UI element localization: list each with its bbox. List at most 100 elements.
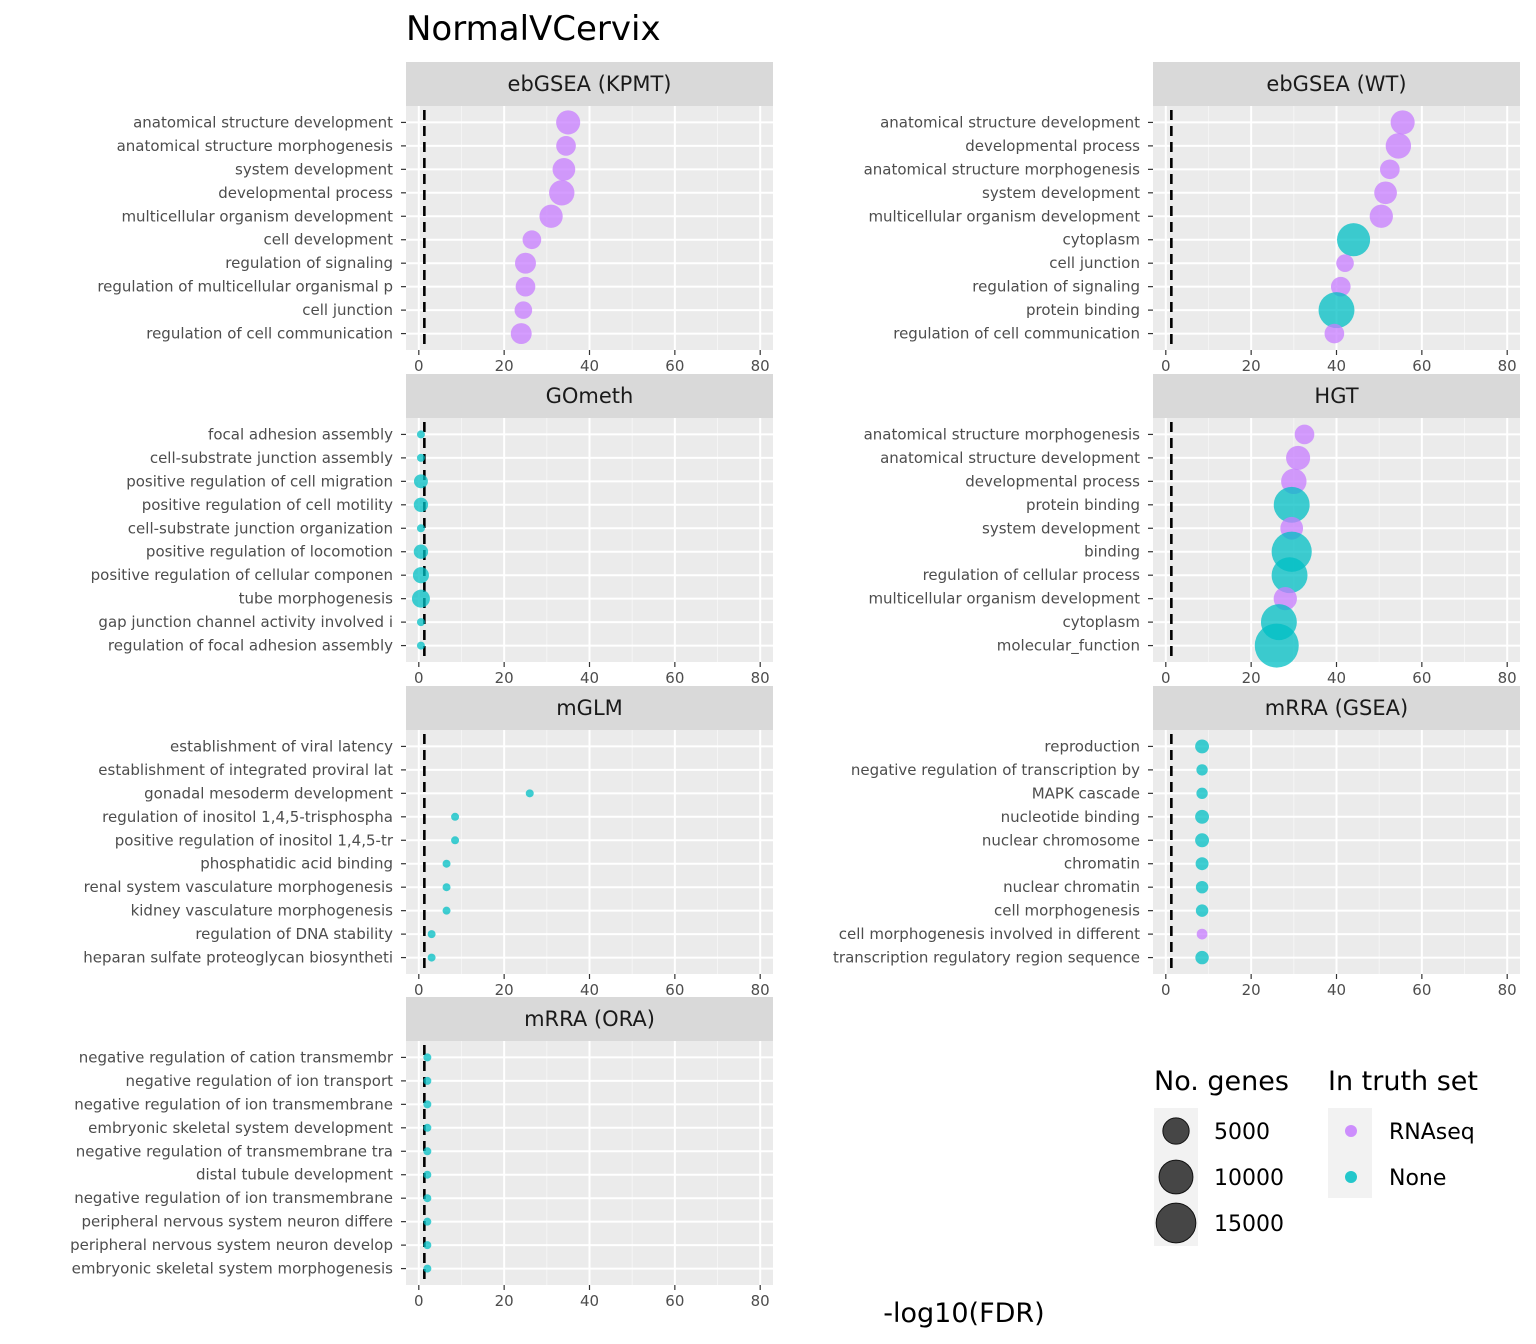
data-point: [552, 157, 576, 181]
x-tick-label: 40: [1327, 981, 1346, 999]
data-point: [1390, 110, 1415, 135]
x-tick-label: 0: [1161, 981, 1171, 999]
term-label: anatomical structure development: [880, 449, 1140, 467]
term-label: heparan sulfate proteoglycan biosyntheti: [83, 949, 393, 967]
x-tick-label: 40: [580, 357, 599, 375]
term-label: negative regulation of transmembrane tra: [76, 1142, 393, 1160]
color-legend-key: [1345, 1125, 1357, 1137]
term-label: cell junction: [1049, 254, 1140, 272]
data-point: [539, 204, 563, 228]
term-label: positive regulation of cell motility: [142, 496, 393, 514]
term-label: regulation of signaling: [225, 254, 393, 272]
size-legend-title: No. genes: [1154, 1066, 1289, 1097]
data-point: [423, 1053, 432, 1062]
color-legend-title: In truth set: [1328, 1066, 1478, 1097]
data-point: [442, 883, 451, 892]
data-point: [515, 276, 536, 297]
facet-panel: mRRA (ORA) 0 20 40 60 80 negative regulation o…: [70, 997, 773, 1310]
term-label: establishment of integrated proviral lat: [98, 761, 393, 779]
data-point: [1324, 323, 1345, 344]
x-tick-label: 20: [495, 981, 514, 999]
x-tick-label: 40: [1327, 669, 1346, 687]
data-point: [423, 1217, 432, 1226]
facet-panel: mGLM 0 20 40 60 80 establishment of viral late…: [83, 686, 773, 999]
term-label: reproduction: [1044, 737, 1140, 755]
term-label: multicellular organism development: [121, 207, 393, 225]
data-point: [1195, 950, 1209, 965]
term-label: establishment of viral latency: [170, 737, 393, 755]
term-label: nucleotide binding: [1001, 808, 1140, 826]
facet-panel: HGT 0 20 40 60 80 anatomical structure morphog…: [864, 374, 1520, 687]
data-point: [1254, 623, 1299, 668]
facet-panel: mRRA (GSEA) 0 20 40 60 80 reproduction negative…: [833, 686, 1520, 999]
term-label: anatomical structure morphogenesis: [864, 160, 1141, 178]
term-label: multicellular organism development: [868, 207, 1140, 225]
term-label: MAPK cascade: [1032, 784, 1140, 802]
term-label: cell-substrate junction organization: [128, 519, 393, 537]
data-point: [413, 544, 429, 559]
term-label: gonadal mesoderm development: [144, 784, 393, 802]
data-point: [514, 301, 533, 319]
facet-strip: [406, 374, 773, 418]
x-tick-label: 60: [665, 669, 684, 687]
data-point: [1195, 904, 1209, 917]
x-tick-label: 0: [414, 981, 424, 999]
term-label: cytoplasm: [1063, 231, 1141, 249]
x-tick-label: 80: [1498, 669, 1517, 687]
facet-strip-label: GOmeth: [546, 384, 634, 408]
x-tick-label: 20: [495, 1292, 514, 1310]
x-tick-label: 80: [751, 981, 770, 999]
color-legend-keys: [1328, 1108, 1372, 1198]
x-tick-label: 80: [751, 669, 770, 687]
term-label: protein binding: [1026, 496, 1140, 514]
term-label: system development: [982, 519, 1140, 537]
data-point: [556, 110, 581, 135]
size-legend-label: 15000: [1214, 1212, 1284, 1237]
color-legend-label: None: [1389, 1166, 1446, 1191]
term-label: protein binding: [1026, 301, 1140, 319]
facet-strip-label: ebGSEA (KPMT): [508, 72, 672, 96]
data-point: [412, 567, 429, 584]
term-label: binding: [1084, 543, 1140, 561]
facet-strip: [1153, 374, 1520, 418]
term-label: multicellular organism development: [868, 590, 1140, 608]
term-label: distal tubule development: [196, 1166, 393, 1184]
data-point: [423, 1147, 432, 1156]
term-label: developmental process: [965, 137, 1140, 155]
data-point: [423, 1194, 432, 1203]
term-label: peripheral nervous system neuron develop: [70, 1236, 393, 1254]
term-label: regulation of multicellular organismal p: [97, 278, 393, 296]
term-label: renal system vasculature morphogenesis: [84, 878, 394, 896]
term-label: cell development: [263, 231, 393, 249]
data-point: [522, 230, 542, 250]
term-label: regulation of cell communication: [146, 325, 393, 343]
term-label: focal adhesion assembly: [208, 425, 393, 443]
x-tick-label: 80: [751, 357, 770, 375]
data-point: [413, 474, 428, 489]
data-point: [1336, 254, 1354, 272]
x-tick-label: 60: [665, 981, 684, 999]
data-point: [1195, 833, 1210, 848]
term-label: anatomical structure development: [133, 113, 393, 131]
term-label: nuclear chromosome: [982, 831, 1140, 849]
size-legend-key: [1155, 1202, 1197, 1244]
facet-panel: ebGSEA (KPMT) 0 20 40 60 80 anatomical structu…: [97, 62, 773, 375]
facet-strip: [406, 686, 773, 730]
x-tick-label: 20: [1242, 669, 1261, 687]
chart-title: NormalVCervix: [406, 9, 661, 49]
data-point: [427, 930, 436, 939]
x-tick-label: 20: [1242, 357, 1261, 375]
facet-strip-label: mGLM: [556, 696, 623, 720]
data-point: [1380, 159, 1400, 180]
term-label: transcription regulatory region sequence: [833, 949, 1140, 967]
data-point: [416, 453, 425, 462]
data-point: [525, 789, 534, 798]
color-legend-key: [1345, 1171, 1357, 1183]
legend: No. genes In truth set 5000 10000 15000 RNA…: [1154, 1066, 1478, 1246]
size-legend-key: [1158, 1159, 1194, 1195]
x-tick-label: 60: [665, 1292, 684, 1310]
term-label: anatomical structure morphogenesis: [117, 137, 394, 155]
term-label: negative regulation of cation transmembr: [79, 1048, 394, 1066]
x-tick-label: 40: [580, 1292, 599, 1310]
data-point: [1294, 424, 1315, 445]
